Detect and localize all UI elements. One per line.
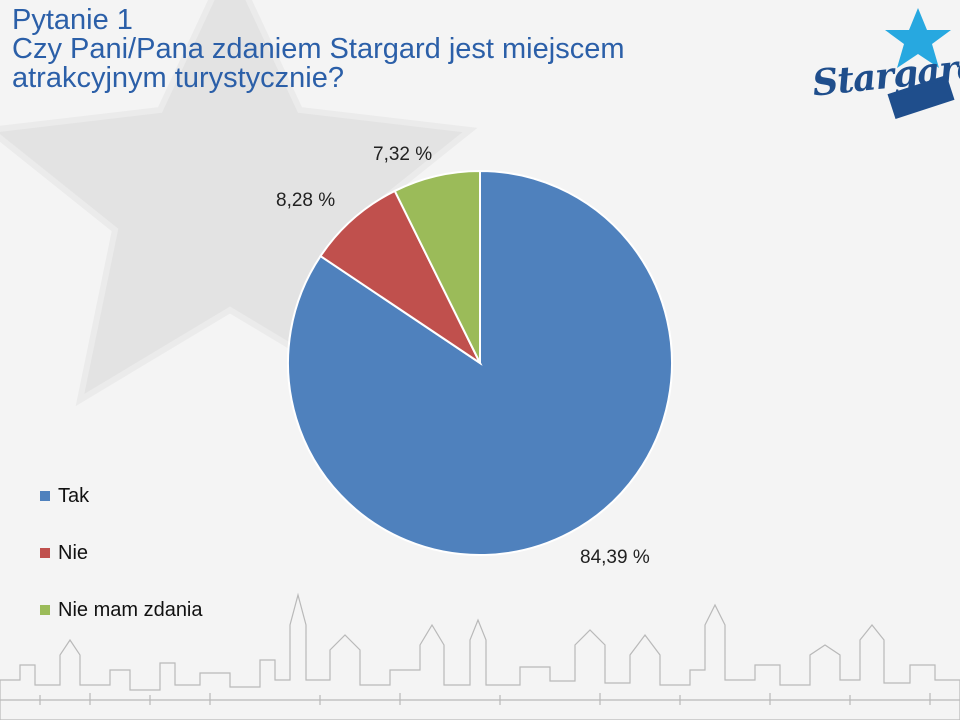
slice-label-tak: 84,39 % [580, 547, 650, 568]
legend-label-nie: Nie [58, 541, 89, 564]
question-number: Pytanie 1 [12, 4, 133, 36]
legend-label-nie-mam-zdania: Nie mam zdania [58, 598, 203, 621]
pie-slice-nie [319, 189, 483, 366]
stargard-logo: Stargard [806, 6, 960, 126]
question-text-line-2: atrakcyjnym turystycznie? [12, 62, 344, 94]
legend-item-nie-mam-zdania: Nie mam zdania [40, 598, 203, 622]
town-skyline-illustration [0, 592, 960, 720]
chart-legend: Tak Nie Nie mam zdania [40, 484, 203, 655]
question-text-line-1: Czy Pani/Pana zdaniem Stargard jest miej… [12, 33, 625, 65]
legend-item-nie: Nie [40, 541, 203, 565]
legend-swatch-nie-mam-zdania [40, 605, 50, 615]
legend-swatch-tak [40, 491, 50, 501]
pie-slice-nie-mam-zdania [393, 169, 481, 364]
slide-title: Pytanie 1 Czy Pani/Pana zdaniem Stargard… [12, 6, 792, 93]
slice-label-nie: 8,28 % [276, 190, 336, 211]
slice-label-nie-mam-zdania: 7,32 % [373, 144, 433, 165]
legend-item-tak: Tak [40, 484, 203, 508]
legend-swatch-nie [40, 548, 50, 558]
legend-label-tak: Tak [58, 484, 90, 507]
star-logo-icon [885, 8, 955, 119]
